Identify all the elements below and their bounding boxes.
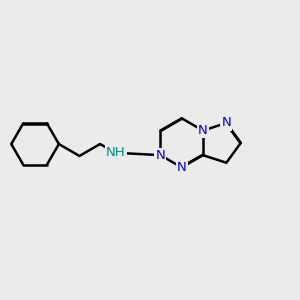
- Text: N: N: [221, 116, 231, 130]
- Text: N: N: [156, 149, 165, 162]
- Text: N: N: [177, 161, 187, 174]
- Text: NH: NH: [106, 146, 126, 159]
- Text: N: N: [198, 124, 208, 137]
